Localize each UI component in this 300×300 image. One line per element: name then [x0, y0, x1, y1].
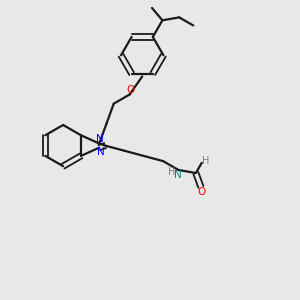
Text: N: N: [174, 170, 182, 180]
Text: N: N: [97, 147, 104, 157]
Text: N: N: [96, 134, 104, 144]
Text: H: H: [202, 156, 209, 167]
Text: O: O: [198, 187, 206, 197]
Text: O: O: [126, 85, 135, 94]
Text: H: H: [168, 167, 176, 177]
